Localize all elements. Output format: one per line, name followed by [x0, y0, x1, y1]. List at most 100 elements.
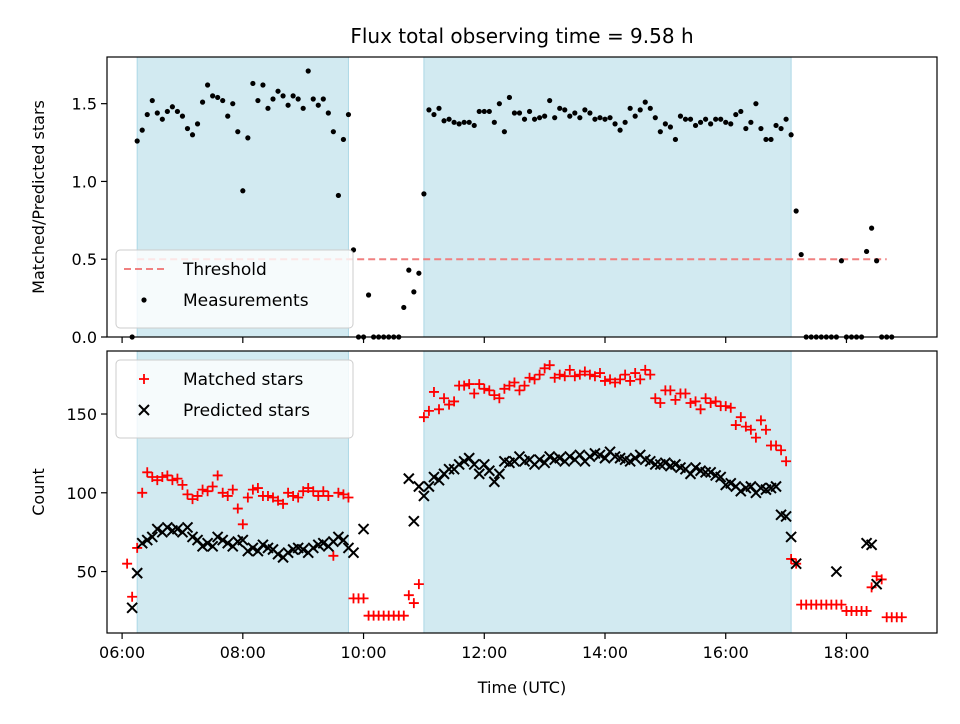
data-point: [142, 467, 153, 478]
data-point: [443, 463, 455, 475]
data-point: [237, 534, 249, 546]
data-point: [182, 489, 193, 500]
data-point: [514, 385, 525, 396]
data-point: [207, 481, 218, 492]
legend-entry-label: Threshold: [182, 260, 267, 280]
data-point: [162, 470, 173, 481]
data-point: [667, 124, 673, 130]
data-point: [584, 450, 596, 463]
data-point: [659, 457, 672, 469]
data-point: [718, 116, 724, 122]
data-point: [544, 360, 555, 371]
data-point: [489, 390, 500, 401]
data-point: [210, 93, 216, 99]
data-point: [164, 108, 170, 115]
data-point: [778, 125, 784, 132]
data-point: [763, 136, 769, 143]
data-point: [265, 105, 271, 111]
data-point: [657, 129, 663, 135]
data-point: [232, 503, 243, 514]
data-point: [760, 424, 771, 435]
data-point: [179, 113, 186, 119]
data-point: [418, 490, 430, 502]
data-point: [584, 369, 595, 380]
data-point: [152, 475, 163, 486]
data-point: [211, 531, 224, 543]
data-point: [318, 486, 329, 497]
data-point: [610, 377, 621, 388]
data-point: [830, 565, 843, 578]
data-point: [564, 450, 576, 463]
data-point: [625, 375, 636, 386]
data-point: [449, 396, 460, 407]
y-tick-label: 1.5: [72, 95, 97, 114]
data-point: [149, 97, 155, 104]
data-point: [743, 125, 749, 132]
data-point: [758, 125, 764, 132]
data-point: [748, 119, 754, 125]
data-point: [483, 465, 496, 477]
data-point: [398, 610, 409, 621]
data-point: [670, 394, 681, 405]
data-point: [652, 115, 658, 121]
data-point: [703, 116, 709, 122]
data-point: [436, 105, 442, 111]
data-point: [697, 119, 704, 125]
data-point: [798, 251, 804, 258]
data-point: [705, 397, 716, 408]
data-point: [473, 468, 485, 480]
data-point: [714, 471, 727, 483]
data-point: [745, 424, 756, 435]
data-point: [494, 393, 505, 404]
data-point: [466, 119, 472, 125]
data-point: [690, 396, 701, 407]
data-point: [305, 68, 311, 74]
data-point: [328, 550, 339, 561]
data-point: [635, 374, 646, 385]
data-point: [401, 304, 407, 311]
data-point: [866, 582, 877, 593]
data-point: [750, 432, 761, 443]
data-point: [768, 136, 774, 143]
data-point: [469, 388, 480, 399]
data-point: [481, 108, 487, 115]
data-point: [323, 490, 334, 501]
data-point: [542, 113, 548, 119]
data-point: [343, 492, 354, 503]
data-point: [413, 480, 425, 493]
data-point: [771, 440, 782, 451]
data-point: [146, 531, 158, 543]
data-point: [272, 548, 284, 560]
data-point: [484, 385, 495, 396]
axes-frame: [106, 56, 938, 338]
data-point: [358, 593, 369, 604]
data-point: [320, 96, 326, 102]
data-point: [446, 116, 452, 122]
data-point: [602, 116, 608, 122]
data-point: [687, 116, 694, 122]
data-point: [725, 477, 737, 490]
data-point: [260, 82, 266, 88]
data-point: [685, 397, 696, 408]
data-point: [582, 107, 588, 113]
data-point: [554, 369, 565, 380]
data-point: [567, 113, 573, 119]
data-point: [202, 486, 213, 497]
data-point: [215, 94, 221, 101]
data-point: [730, 420, 741, 431]
data-point: [672, 136, 679, 143]
data-point: [337, 534, 350, 546]
data-point: [230, 101, 236, 107]
data-point: [620, 369, 631, 380]
data-point: [453, 458, 465, 471]
data-point: [554, 452, 566, 464]
y-tick-label: 0.5: [72, 250, 97, 269]
data-point: [589, 371, 600, 382]
data-point: [315, 102, 321, 108]
x-tick-label: 12:00: [461, 643, 507, 662]
data-point: [728, 121, 734, 127]
data-point: [511, 110, 518, 116]
data-point: [250, 80, 256, 87]
data-point: [617, 127, 623, 133]
data-point: [559, 371, 570, 382]
